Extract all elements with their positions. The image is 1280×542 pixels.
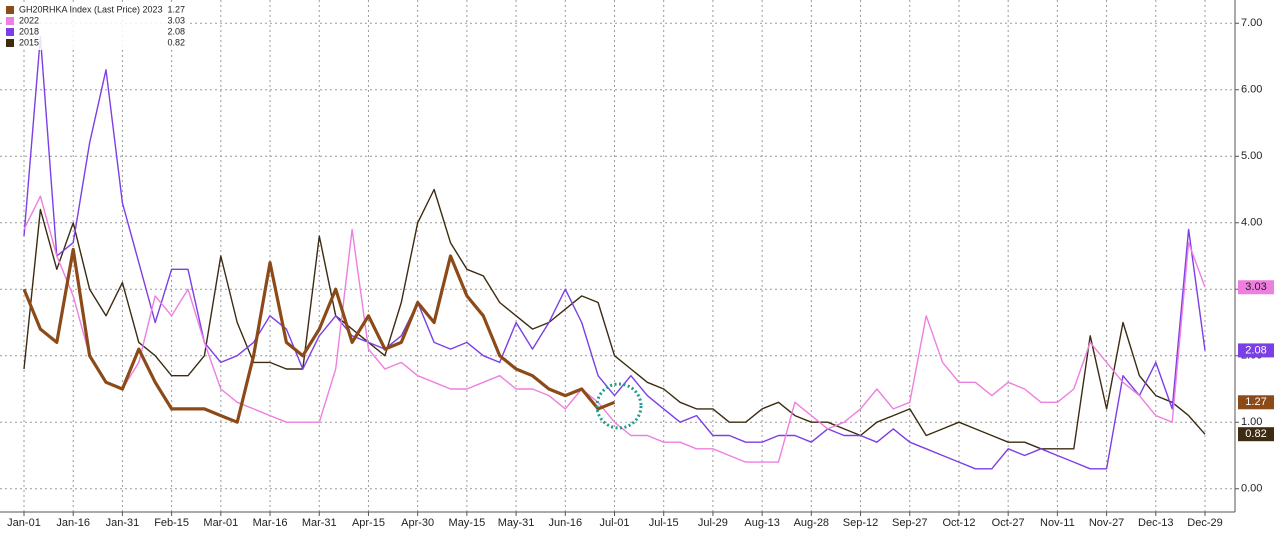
x-tick-label: Sep-27 bbox=[892, 517, 927, 529]
y-tick-label: 4.00 bbox=[1241, 217, 1262, 229]
last-value-tag bbox=[1238, 280, 1274, 295]
series-line bbox=[23, 188, 1206, 450]
legend-swatch bbox=[6, 39, 14, 47]
x-tick-label: Jan-01 bbox=[7, 517, 41, 529]
y-tick-label: 5.00 bbox=[1241, 150, 1262, 162]
legend-value: 1.27 bbox=[167, 4, 185, 14]
x-tick-label: Jan-31 bbox=[106, 517, 140, 529]
y-tick-label: 7.00 bbox=[1241, 17, 1262, 29]
x-tick-label: Sep-12 bbox=[843, 517, 878, 529]
x-tick-label: Mar-16 bbox=[253, 517, 288, 529]
series-line bbox=[23, 195, 1206, 463]
legend-label: GH20RHKA Index (Last Price) 2023 bbox=[19, 4, 163, 14]
x-tick-label: Nov-11 bbox=[1040, 517, 1075, 529]
legend-value: 0.82 bbox=[167, 37, 185, 47]
highlight-circle bbox=[595, 382, 643, 430]
legend-swatch bbox=[6, 17, 14, 25]
legend-box bbox=[2, 2, 188, 50]
x-tick-label: Jun-16 bbox=[548, 517, 582, 529]
x-tick-label: Jan-16 bbox=[56, 517, 90, 529]
last-value-tag bbox=[1238, 343, 1274, 358]
x-tick-label: May-15 bbox=[449, 517, 486, 529]
x-tick-label: Apr-15 bbox=[352, 517, 385, 529]
series-line bbox=[22, 247, 616, 424]
legend-value: 3.03 bbox=[167, 15, 185, 25]
x-tick-label: Apr-30 bbox=[401, 517, 434, 529]
x-tick-label: Aug-28 bbox=[794, 517, 829, 529]
x-tick-label: Dec-13 bbox=[1138, 517, 1173, 529]
x-tick-label: May-31 bbox=[498, 517, 535, 529]
legend-value: 2.08 bbox=[167, 26, 185, 36]
legend-label: 2018 bbox=[19, 26, 39, 36]
legend-swatch bbox=[6, 28, 14, 36]
last-value-label: 3.03 bbox=[1245, 281, 1266, 293]
series-line bbox=[23, 35, 1206, 470]
y-tick-label: 1.00 bbox=[1241, 416, 1262, 428]
x-tick-label: Aug-13 bbox=[744, 517, 779, 529]
x-tick-label: Feb-15 bbox=[154, 517, 189, 529]
y-tick-label: 0.00 bbox=[1241, 483, 1262, 495]
x-tick-label: Mar-01 bbox=[203, 517, 238, 529]
last-value-tag bbox=[1238, 395, 1274, 410]
x-tick-label: Oct-27 bbox=[992, 517, 1025, 529]
legend-label: 2022 bbox=[19, 15, 39, 25]
x-tick-label: Nov-27 bbox=[1089, 517, 1124, 529]
x-tick-label: Dec-29 bbox=[1187, 517, 1222, 529]
last-value-label: 0.82 bbox=[1245, 428, 1266, 440]
last-value-label: 2.08 bbox=[1245, 344, 1266, 356]
last-value-tags: 1.27 3.03 2.08 0.82 bbox=[1238, 280, 1274, 442]
last-value-tag bbox=[1238, 427, 1274, 442]
x-tick-label: Jul-01 bbox=[600, 517, 630, 529]
legend: GH20RHKA Index (Last Price) 2023 1.27 2022… bbox=[6, 4, 185, 47]
y-tick-label: 6.00 bbox=[1241, 84, 1262, 96]
legend-swatch bbox=[6, 6, 14, 14]
legend-label: 2015 bbox=[19, 37, 39, 47]
last-value-label: 1.27 bbox=[1245, 396, 1266, 408]
x-tick-label: Jul-29 bbox=[698, 517, 728, 529]
grid: 0.001.002.003.004.005.006.007.00Jan-01Ja… bbox=[0, 0, 1262, 529]
x-tick-label: Jul-15 bbox=[649, 517, 679, 529]
x-tick-label: Oct-12 bbox=[942, 517, 975, 529]
x-tick-label: Mar-31 bbox=[302, 517, 337, 529]
lines bbox=[22, 35, 1206, 470]
